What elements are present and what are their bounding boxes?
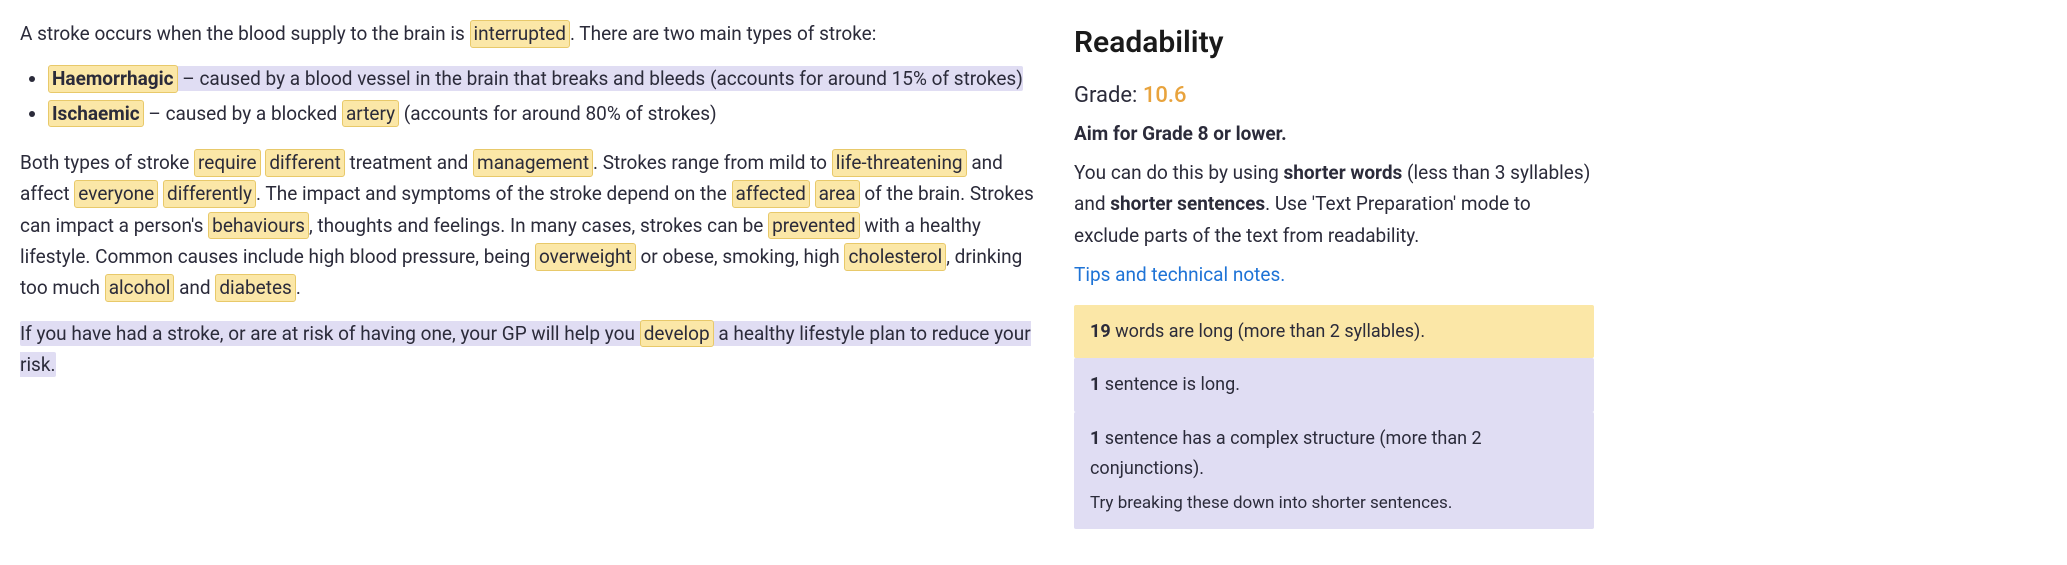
long-sentence-highlight[interactable]: Haemorrhagic – caused by a blood vessel …: [48, 66, 1023, 91]
grade-line: Grade: 10.6: [1074, 78, 1594, 114]
text: – caused by a blood vessel in the brain …: [178, 67, 1023, 90]
stat-long-sentences[interactable]: 1 sentence is long.: [1074, 358, 1594, 412]
readability-title: Readability: [1074, 18, 1594, 68]
text: treatment and: [345, 151, 473, 174]
stat-long-words[interactable]: 19 words are long (more than 2 syllables…: [1074, 305, 1594, 359]
text: , thoughts and feelings. In many cases, …: [309, 214, 768, 237]
intro-paragraph: A stroke occurs when the blood supply to…: [20, 18, 1040, 49]
readability-panel: Readability Grade: 10.6 Aim for Grade 8 …: [1074, 18, 1594, 529]
long-word-highlight[interactable]: alcohol: [105, 274, 175, 302]
long-word-highlight[interactable]: everyone: [74, 180, 158, 208]
text: [810, 182, 815, 205]
stat-count: 1: [1090, 374, 1100, 395]
body-paragraph: If you have had a stroke, or are at risk…: [20, 318, 1040, 381]
long-word-highlight[interactable]: differently: [163, 180, 256, 208]
long-word-highlight[interactable]: require: [194, 149, 261, 177]
long-word-highlight[interactable]: cholesterol: [844, 243, 946, 271]
text: and: [174, 276, 215, 299]
stat-hint: Try breaking these down into shorter sen…: [1090, 489, 1578, 517]
text: Both types of stroke: [20, 151, 194, 174]
editor-pane[interactable]: A stroke occurs when the blood supply to…: [20, 18, 1040, 394]
text: . Strokes range from mild to: [593, 151, 832, 174]
text: You can do this by using: [1074, 161, 1283, 184]
long-word-highlight[interactable]: diabetes: [215, 274, 296, 302]
long-word-highlight[interactable]: interrupted: [470, 20, 570, 48]
stroke-types-list: Haemorrhagic – caused by a blood vessel …: [20, 63, 1040, 129]
text: If you have had a stroke, or are at risk…: [20, 322, 640, 345]
text: or obese, smoking, high: [636, 245, 845, 268]
body-paragraph: Both types of stroke require different t…: [20, 147, 1040, 304]
text: (accounts for around 80% of strokes): [399, 102, 717, 125]
long-word-highlight[interactable]: different: [265, 149, 344, 177]
text: shorter words: [1283, 161, 1402, 184]
text: – caused by a blocked: [144, 102, 342, 125]
text: .: [296, 276, 301, 299]
long-word-highlight[interactable]: life-threatening: [832, 149, 967, 177]
stat-complex-sentences[interactable]: 1 sentence has a complex structure (more…: [1074, 412, 1594, 529]
long-word-highlight[interactable]: prevented: [768, 212, 860, 240]
grade-aim: Aim for Grade 8 or lower.: [1074, 118, 1594, 149]
layout: A stroke occurs when the blood supply to…: [20, 18, 2047, 529]
text: shorter sentences: [1110, 192, 1265, 215]
stat-text: sentence has a complex structure (more t…: [1090, 428, 1482, 479]
long-word-highlight[interactable]: affected: [732, 180, 810, 208]
stat-count: 19: [1090, 321, 1111, 342]
grade-label: Grade:: [1074, 83, 1143, 108]
stat-text: sentence is long.: [1100, 374, 1240, 395]
stat-count: 1: [1090, 428, 1100, 449]
text: . The impact and symptoms of the stroke …: [256, 182, 731, 205]
long-word-highlight[interactable]: area: [815, 180, 860, 208]
long-word-highlight[interactable]: Haemorrhagic: [48, 65, 178, 93]
tips-link[interactable]: Tips and technical notes.: [1074, 259, 1285, 290]
long-word-highlight[interactable]: behaviours: [208, 212, 309, 240]
long-word-highlight[interactable]: develop: [640, 320, 714, 348]
complex-sentence-highlight[interactable]: If you have had a stroke, or are at risk…: [20, 321, 1031, 377]
long-word-highlight[interactable]: artery: [342, 100, 399, 128]
list-item: Ischaemic – caused by a blocked artery (…: [48, 98, 1040, 129]
text: A stroke occurs when the blood supply to…: [20, 22, 470, 45]
readability-advice: You can do this by using shorter words (…: [1074, 157, 1594, 251]
long-word-highlight[interactable]: management: [473, 149, 593, 177]
long-word-highlight[interactable]: Ischaemic: [48, 100, 144, 128]
list-item: Haemorrhagic – caused by a blood vessel …: [48, 63, 1040, 94]
stat-text: words are long (more than 2 syllables).: [1111, 321, 1425, 342]
long-word-highlight[interactable]: overweight: [535, 243, 636, 271]
text: . There are two main types of stroke:: [570, 22, 876, 45]
grade-value: 10.6: [1143, 83, 1187, 108]
